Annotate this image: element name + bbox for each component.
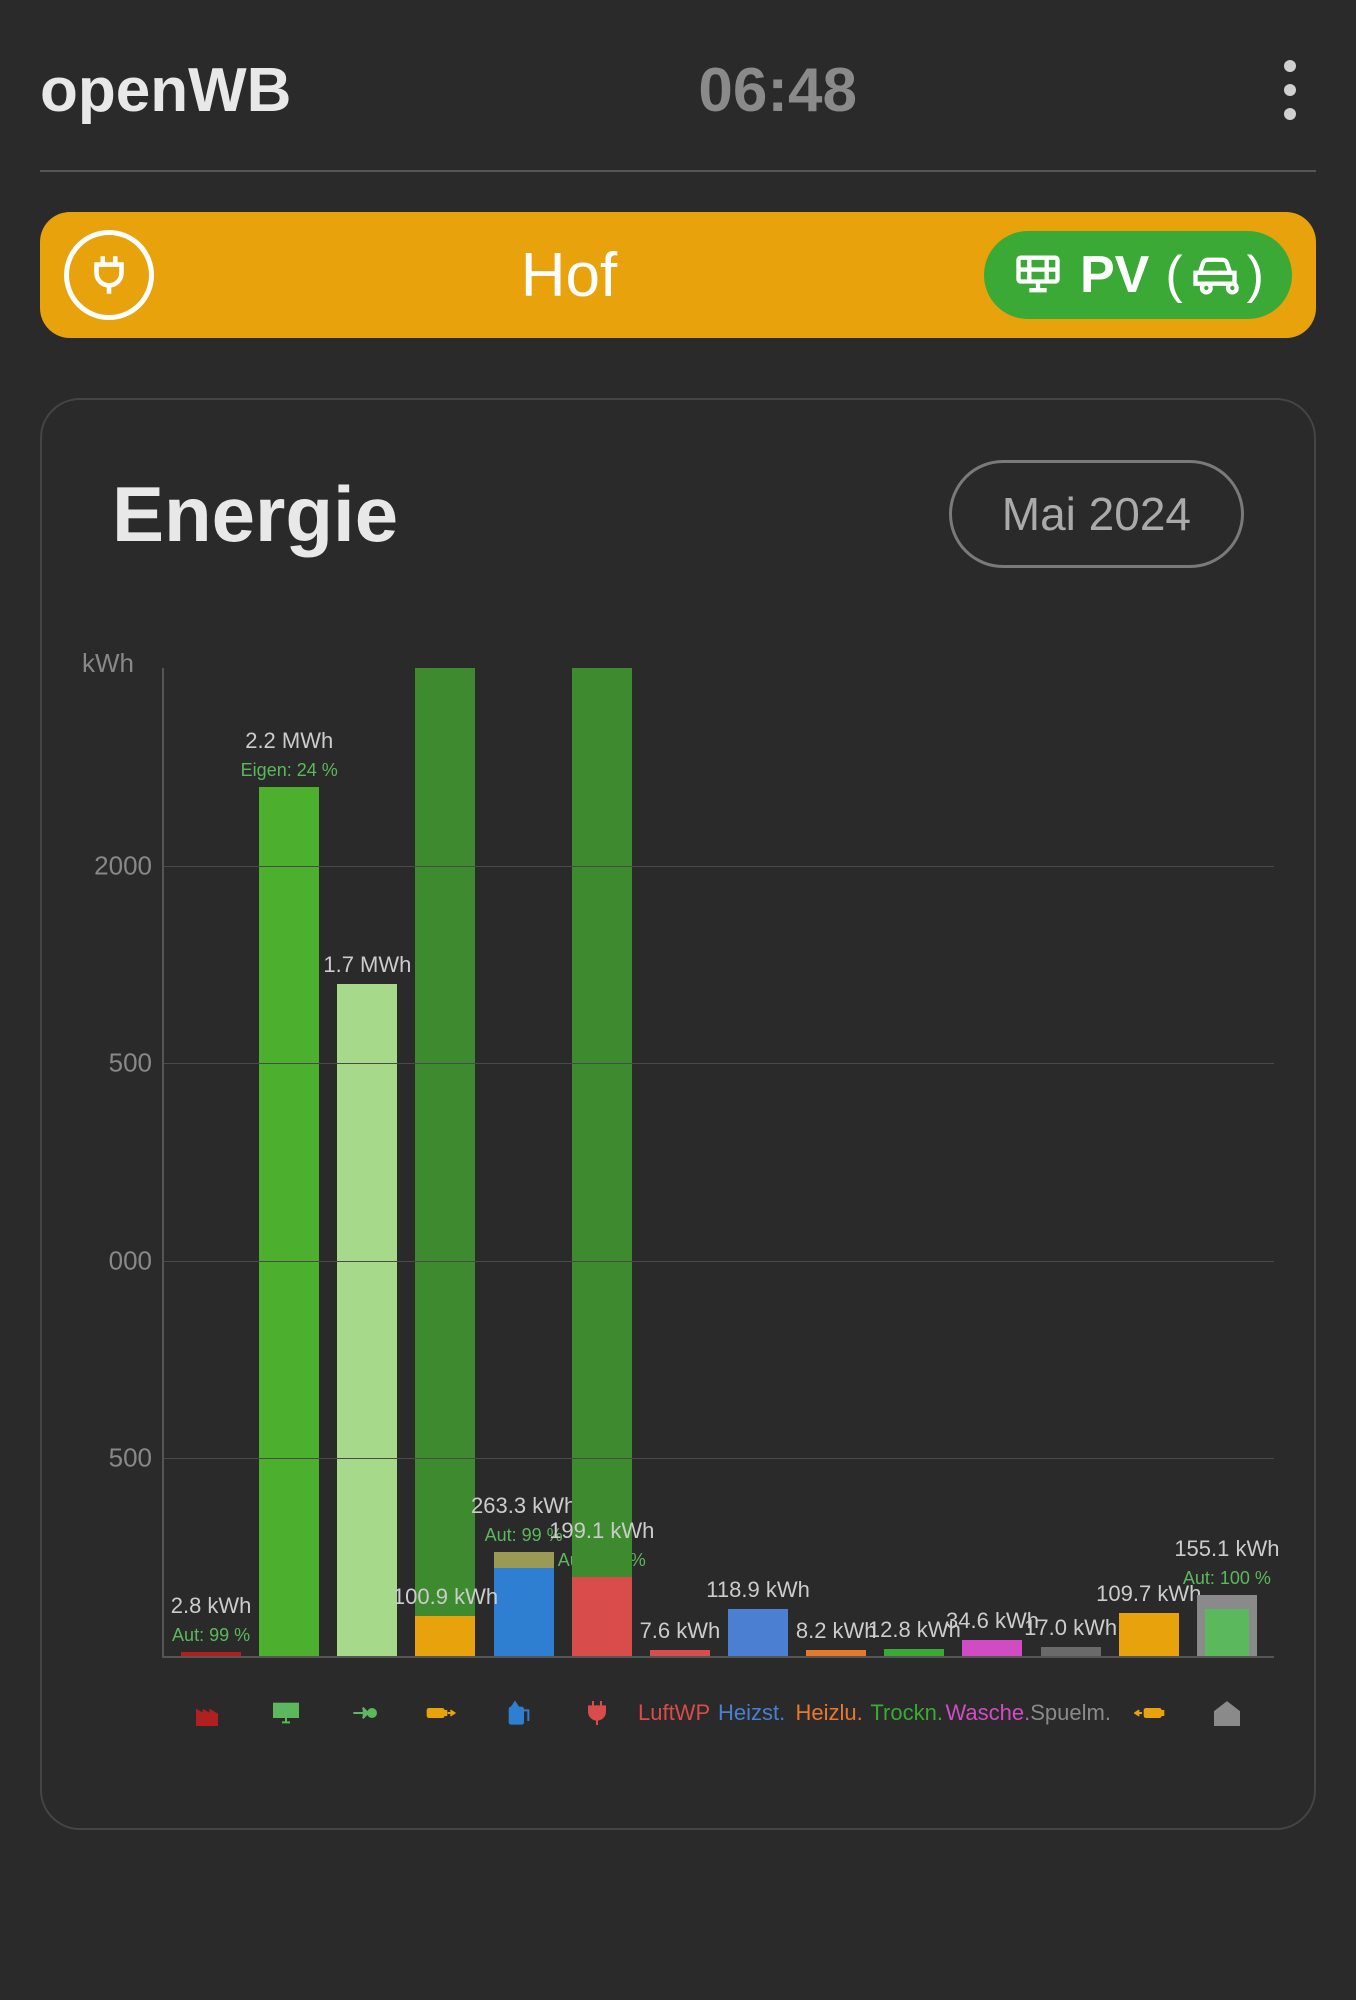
bar bbox=[1119, 1613, 1179, 1656]
gridline bbox=[164, 866, 1274, 867]
menu-button[interactable] bbox=[1264, 50, 1316, 130]
x-axis-item: Wasche. bbox=[945, 1678, 1030, 1748]
bar-column: 12.8 kWh bbox=[875, 668, 953, 1656]
bar-value-label: 1.7 MWh bbox=[323, 952, 411, 978]
bar-column: 118.9 kWh bbox=[719, 668, 797, 1656]
bar-value-label: 2.2 MWh bbox=[245, 728, 333, 754]
bar-column: 7.6 kWh bbox=[641, 668, 719, 1656]
bar-cap bbox=[494, 1552, 554, 1568]
x-axis-item: LuftWP bbox=[635, 1678, 713, 1748]
gridline bbox=[164, 1063, 1274, 1064]
bar-value-label: 8.2 kWh bbox=[796, 1618, 877, 1644]
x-axis-item bbox=[480, 1678, 558, 1748]
bar bbox=[650, 1650, 710, 1656]
x-axis-item bbox=[248, 1678, 326, 1748]
y-axis-label: kWh bbox=[82, 648, 134, 679]
bar-column: 34.6 kWh bbox=[953, 668, 1031, 1656]
x-axis-item: Heizst. bbox=[713, 1678, 791, 1748]
car-icon bbox=[1189, 249, 1241, 301]
bar-column: 2.2 MWhEigen: 24 % bbox=[250, 668, 328, 1656]
gridline bbox=[164, 1261, 1274, 1262]
x-axis-item bbox=[1189, 1678, 1267, 1748]
x-axis: LuftWPHeizst.Heizlu.Trockn.Wasche.Spuelm… bbox=[162, 1678, 1274, 1748]
card-title: Energie bbox=[112, 469, 398, 560]
bar-value-label: 155.1 kWh bbox=[1174, 1536, 1279, 1562]
bar bbox=[728, 1609, 788, 1656]
y-tick: 500 bbox=[109, 1048, 164, 1079]
period-selector[interactable]: Mai 2024 bbox=[949, 460, 1244, 568]
pv-label: PV bbox=[1080, 245, 1149, 305]
bar bbox=[181, 1652, 241, 1656]
x-axis-item: Spuelm. bbox=[1030, 1678, 1111, 1748]
bar bbox=[884, 1649, 944, 1656]
bar bbox=[1041, 1647, 1101, 1656]
export-icon bbox=[348, 1697, 380, 1729]
bar-sub-label: Aut: 99 % bbox=[172, 1625, 250, 1646]
bar-value-label: 263.3 kWh bbox=[471, 1493, 576, 1519]
bar-column: 263.3 kWhAut: 99 % bbox=[485, 668, 563, 1656]
energy-card: Energie Mai 2024 kWh 2.8 kWhAut: 99 %2.2… bbox=[40, 398, 1316, 1830]
y-tick: 2000 bbox=[94, 850, 164, 881]
bars-container: 2.8 kWhAut: 99 %2.2 MWhEigen: 24 %1.7 MW… bbox=[164, 668, 1274, 1656]
bar-value-label: 118.9 kWh bbox=[706, 1577, 810, 1603]
x-axis-item: Trockn. bbox=[868, 1678, 946, 1748]
bar bbox=[259, 787, 319, 1656]
bar-column: 109.7 kWh bbox=[1110, 668, 1188, 1656]
factory-icon bbox=[193, 1697, 225, 1729]
y-tick: 000 bbox=[109, 1245, 164, 1276]
plot-area: 2.8 kWhAut: 99 %2.2 MWhEigen: 24 %1.7 MW… bbox=[162, 668, 1274, 1658]
x-axis-item: Heizlu. bbox=[790, 1678, 868, 1748]
solar-icon bbox=[1012, 249, 1064, 301]
pv-mode-badge[interactable]: PV ( ) bbox=[984, 231, 1292, 319]
plug-icon bbox=[64, 230, 154, 320]
bar bbox=[962, 1640, 1022, 1656]
bar bbox=[415, 1616, 475, 1656]
bar-column: 199.1 kWhAut: 154 % bbox=[563, 668, 641, 1656]
brand-title: openWB bbox=[40, 55, 291, 126]
gridline bbox=[164, 1458, 1274, 1459]
bar-value-label: 7.6 kWh bbox=[640, 1618, 721, 1644]
bar-column: 8.2 kWh bbox=[797, 668, 875, 1656]
bar-column: 1.7 MWh bbox=[328, 668, 406, 1656]
bar-column: 155.1 kWhAut: 100 % bbox=[1188, 668, 1266, 1656]
header-divider bbox=[40, 170, 1316, 172]
bar-inner bbox=[1205, 1609, 1249, 1656]
x-axis-item bbox=[558, 1678, 636, 1748]
bar-value-label: 2.8 kWh bbox=[171, 1593, 252, 1619]
bar bbox=[572, 1577, 632, 1656]
solar-icon bbox=[270, 1697, 302, 1729]
bar bbox=[337, 984, 397, 1656]
overflow-bar bbox=[415, 668, 475, 1656]
y-tick: 500 bbox=[109, 1443, 164, 1474]
clock: 06:48 bbox=[291, 55, 1264, 126]
bar bbox=[1197, 1595, 1257, 1656]
batt-out-icon bbox=[425, 1697, 457, 1729]
x-axis-item bbox=[1111, 1678, 1189, 1748]
x-axis-item bbox=[403, 1678, 481, 1748]
bar-value-label: 199.1 kWh bbox=[549, 1518, 654, 1544]
bar-column: 17.0 kWh bbox=[1032, 668, 1110, 1656]
bar-sub-label: Aut: 100 % bbox=[1183, 1568, 1271, 1589]
bar bbox=[806, 1650, 866, 1656]
bar-column: 2.8 kWh Aut: 99 % bbox=[172, 668, 250, 1656]
batt-in-icon bbox=[1134, 1697, 1166, 1729]
overflow-bar bbox=[572, 668, 632, 1656]
x-axis-item bbox=[325, 1678, 403, 1748]
bar-value-label: 17.0 kWh bbox=[1024, 1615, 1117, 1641]
header: openWB 06:48 bbox=[0, 0, 1356, 170]
bar-value-label: 100.9 kWh bbox=[393, 1584, 498, 1610]
house-icon bbox=[1211, 1697, 1243, 1729]
car-paren: ( ) bbox=[1165, 245, 1264, 305]
chargepoint-banner[interactable]: Hof PV ( ) bbox=[40, 212, 1316, 338]
chargepoint-title: Hof bbox=[178, 240, 960, 311]
bar bbox=[494, 1552, 554, 1656]
bar-sub-label: Eigen: 24 % bbox=[241, 760, 338, 781]
pump-icon bbox=[503, 1697, 535, 1729]
energy-chart: kWh 2.8 kWhAut: 99 %2.2 MWhEigen: 24 %1.… bbox=[82, 648, 1274, 1748]
plug-icon bbox=[581, 1697, 613, 1729]
x-axis-item bbox=[170, 1678, 248, 1748]
